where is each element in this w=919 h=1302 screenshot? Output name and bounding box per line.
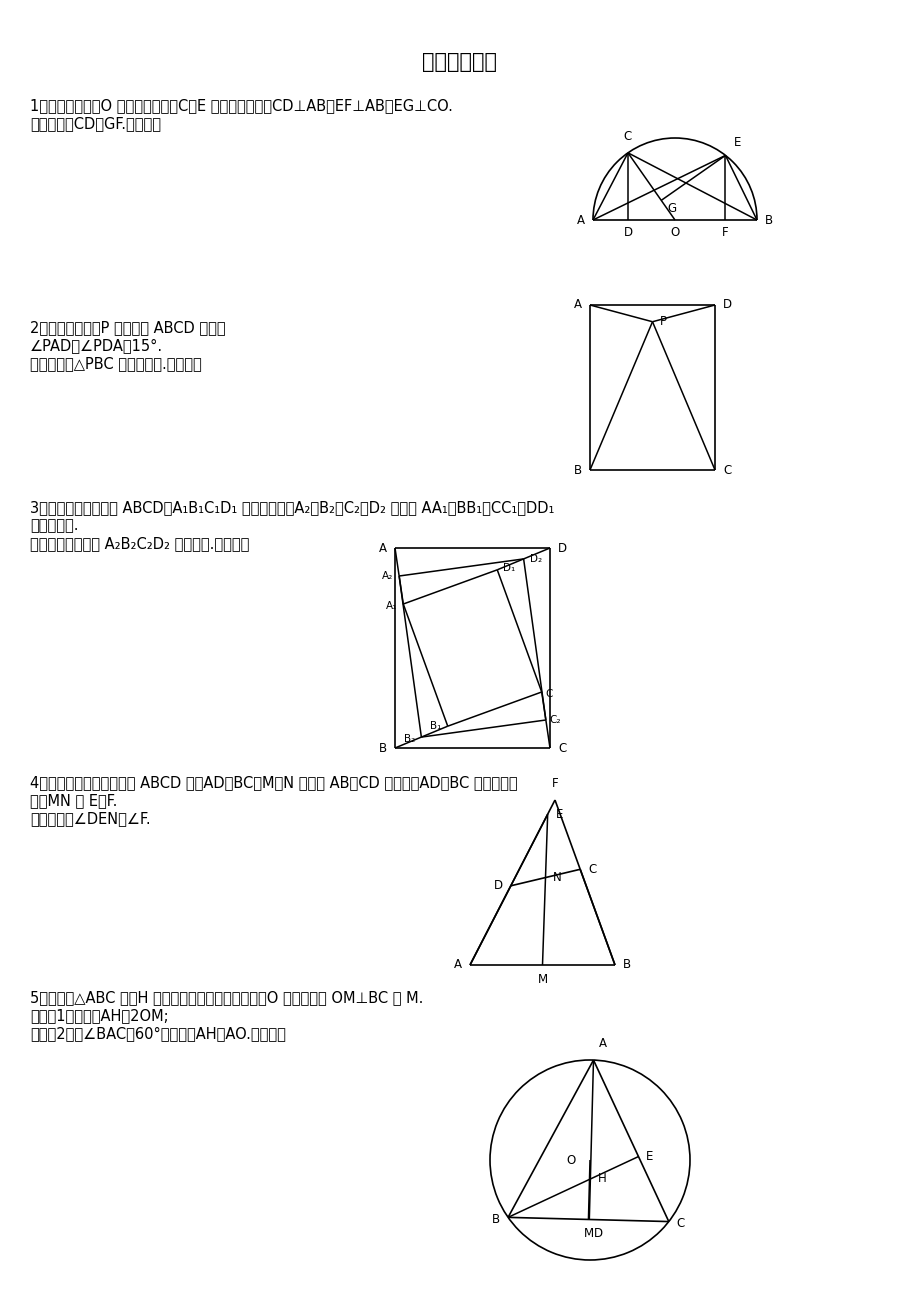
Text: D: D — [558, 542, 566, 555]
Text: H: H — [596, 1173, 606, 1186]
Text: D₁: D₁ — [503, 562, 515, 573]
Text: P: P — [659, 315, 665, 328]
Text: （2）若∠BAC＝60°，求证：AH＝AO.（初三）: （2）若∠BAC＝60°，求证：AH＝AO.（初三） — [30, 1026, 286, 1042]
Text: M: M — [583, 1228, 593, 1241]
Text: D: D — [494, 879, 503, 892]
Text: 3、如图，已知四边形 ABCD、A₁B₁C₁D₁ 都是正方形，A₂、B₂、C₂、D₂ 分别是 AA₁、BB₁、CC₁、DD₁: 3、如图，已知四边形 ABCD、A₁B₁C₁D₁ 都是正方形，A₂、B₂、C₂、… — [30, 500, 554, 516]
Text: C: C — [587, 863, 596, 876]
Text: A: A — [453, 958, 461, 971]
Text: C: C — [623, 130, 631, 143]
Text: B: B — [765, 214, 772, 227]
Text: ∠PAD＝∠PDA＝15°.: ∠PAD＝∠PDA＝15°. — [30, 339, 163, 353]
Text: 2、已知：如图，P 是正方形 ABCD 内点，: 2、已知：如图，P 是正方形 ABCD 内点， — [30, 320, 225, 335]
Text: D: D — [722, 298, 732, 311]
Text: 5、已知：△ABC 中，H 为垂心（各边高线的交点），O 为外心，且 OM⊥BC 于 M.: 5、已知：△ABC 中，H 为垂心（各边高线的交点），O 为外心，且 OM⊥BC… — [30, 990, 423, 1005]
Text: A₁: A₁ — [385, 602, 397, 611]
Text: B: B — [492, 1213, 500, 1226]
Text: 1、已知：如图，O 是半圆的圆心，C、E 是圆上的两点，CD⊥AB，EF⊥AB，EG⊥CO.: 1、已知：如图，O 是半圆的圆心，C、E 是圆上的两点，CD⊥AB，EF⊥AB，… — [30, 98, 452, 113]
Text: C: C — [676, 1217, 685, 1230]
Text: 4、已知：如图，在四边形 ABCD 中，AD＝BC，M、N 分别是 AB、CD 的中点，AD、BC 的延长线交: 4、已知：如图，在四边形 ABCD 中，AD＝BC，M、N 分别是 AB、CD … — [30, 775, 517, 790]
Text: O: O — [566, 1154, 575, 1167]
Text: N: N — [552, 871, 561, 884]
Text: A: A — [598, 1038, 606, 1049]
Text: B: B — [622, 958, 630, 971]
Text: E: E — [732, 137, 740, 150]
Text: （1）求证：AH＝2OM;: （1）求证：AH＝2OM; — [30, 1008, 168, 1023]
Text: 的中点.: 的中点. — [30, 518, 78, 533]
Text: O: O — [670, 227, 679, 240]
Text: 几何经典难题: 几何经典难题 — [422, 52, 497, 72]
Text: 求证：CD＝GF.（初三）: 求证：CD＝GF.（初三） — [30, 116, 161, 132]
Text: C₂: C₂ — [550, 715, 561, 725]
Text: M: M — [537, 973, 547, 986]
Text: C: C — [722, 464, 731, 477]
Text: C: C — [545, 689, 552, 699]
Text: B: B — [379, 742, 387, 754]
Text: D: D — [594, 1228, 603, 1241]
Text: B₂: B₂ — [403, 734, 414, 743]
Text: A₂: A₂ — [381, 572, 392, 581]
Text: B: B — [573, 464, 582, 477]
Text: MN 于 E、F.: MN 于 E、F. — [30, 793, 118, 809]
Text: F: F — [721, 227, 728, 240]
Text: D₂: D₂ — [529, 553, 541, 564]
Text: B₁: B₁ — [430, 721, 441, 732]
Text: A: A — [573, 298, 582, 311]
Text: D: D — [623, 227, 632, 240]
Text: C: C — [558, 742, 565, 754]
Text: A: A — [379, 542, 387, 555]
Text: E: E — [555, 807, 562, 820]
Text: G: G — [666, 202, 675, 215]
Text: E: E — [645, 1150, 652, 1163]
Text: 求证：四边形 A₂B₂C₂D₂ 是正方形.（初二）: 求证：四边形 A₂B₂C₂D₂ 是正方形.（初二） — [30, 536, 249, 551]
Text: F: F — [551, 777, 558, 790]
Text: A: A — [576, 214, 584, 227]
Text: 求证：∠DEN＝∠F.: 求证：∠DEN＝∠F. — [30, 811, 151, 825]
Text: 求证：△PBC 是正三角形.（初二）: 求证：△PBC 是正三角形.（初二） — [30, 355, 201, 371]
